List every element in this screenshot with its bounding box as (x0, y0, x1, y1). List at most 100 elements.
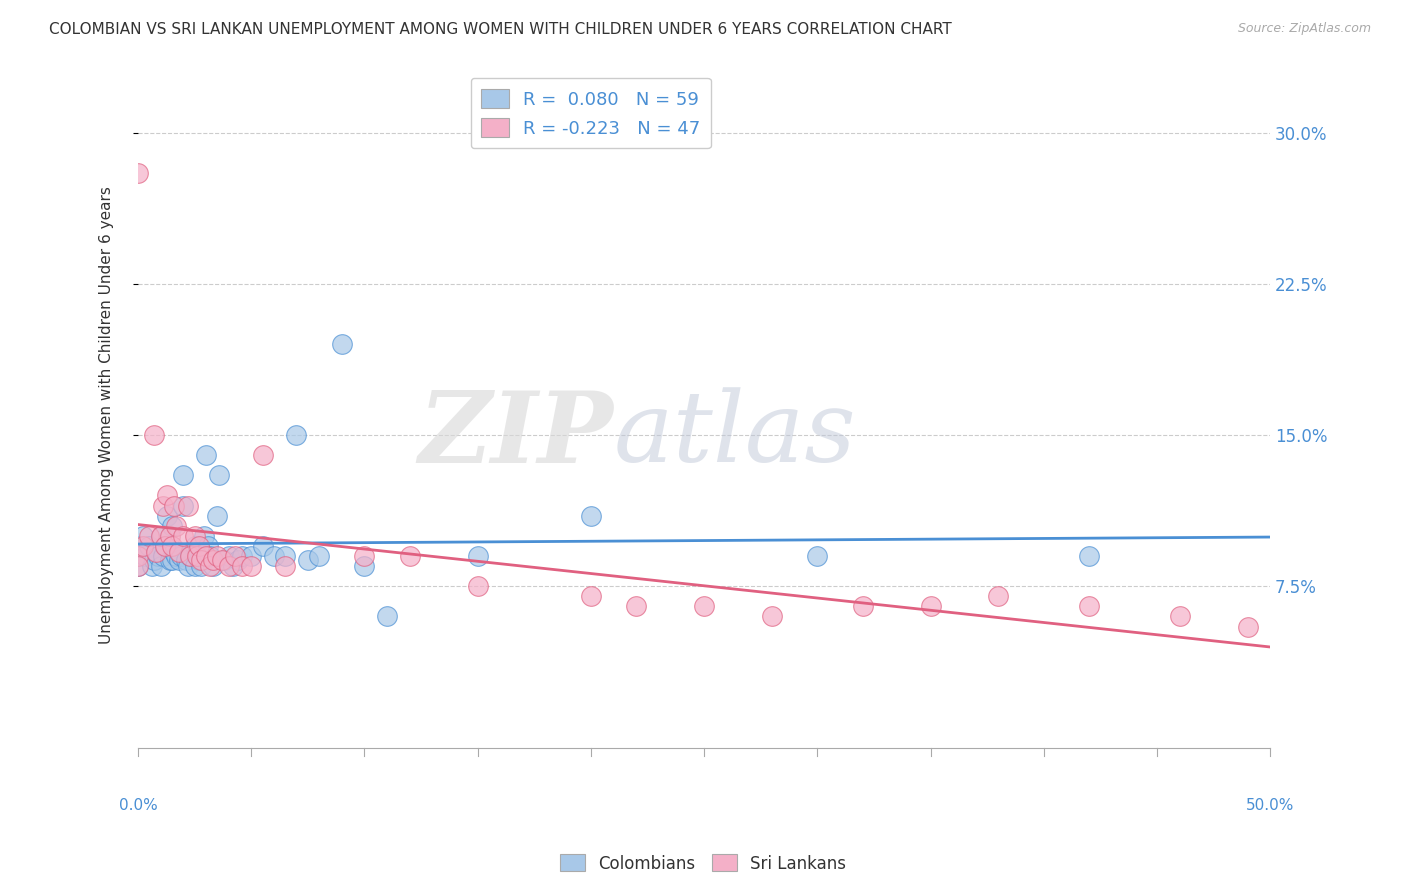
Text: atlas: atlas (613, 387, 856, 483)
Legend: R =  0.080   N = 59, R = -0.223   N = 47: R = 0.080 N = 59, R = -0.223 N = 47 (471, 78, 711, 148)
Point (1236, 619, 1258, 633)
Point (127, 549, 149, 563)
Point (145, 545, 167, 559)
Point (200, 549, 222, 563)
Text: Source: ZipAtlas.com: Source: ZipAtlas.com (1237, 22, 1371, 36)
Point (160, 539, 183, 553)
Point (194, 549, 217, 563)
Point (624, 599, 647, 614)
Point (920, 599, 942, 614)
Point (231, 559, 253, 574)
Point (127, 559, 149, 574)
Point (193, 529, 215, 543)
Point (156, 488, 179, 502)
Point (177, 499, 200, 513)
Point (274, 559, 297, 574)
Point (131, 529, 153, 543)
Point (207, 508, 229, 523)
Point (153, 539, 176, 553)
Point (218, 549, 240, 563)
Point (467, 579, 489, 593)
Point (226, 553, 249, 567)
Point (159, 553, 181, 567)
Point (579, 590, 602, 604)
Point (166, 518, 188, 533)
Point (127, 539, 149, 553)
Point (138, 529, 160, 543)
Point (131, 539, 153, 553)
Point (240, 549, 263, 563)
Point (160, 518, 183, 533)
Text: ZIP: ZIP (419, 386, 613, 483)
Point (149, 529, 172, 543)
Legend: Colombians, Sri Lankans: Colombians, Sri Lankans (553, 847, 853, 880)
Point (274, 549, 297, 563)
Point (231, 549, 253, 563)
Point (761, 609, 783, 624)
Point (693, 599, 716, 614)
Point (172, 499, 194, 513)
Point (152, 549, 174, 563)
Point (207, 549, 229, 563)
Point (153, 539, 176, 553)
Point (179, 549, 201, 563)
Point (142, 553, 165, 567)
Text: COLOMBIAN VS SRI LANKAN UNEMPLOYMENT AMONG WOMEN WITH CHILDREN UNDER 6 YEARS COR: COLOMBIAN VS SRI LANKAN UNEMPLOYMENT AMO… (49, 22, 952, 37)
Point (183, 539, 205, 553)
Point (179, 549, 201, 563)
Point (188, 539, 211, 553)
Point (211, 553, 233, 567)
Point (297, 553, 319, 567)
Point (212, 553, 235, 567)
Point (127, 166, 149, 180)
Point (806, 549, 828, 563)
Point (149, 559, 172, 574)
Point (200, 559, 222, 574)
Point (177, 559, 200, 574)
Point (149, 529, 172, 543)
Point (263, 549, 285, 563)
Point (156, 508, 179, 523)
Point (224, 549, 246, 563)
Point (145, 545, 167, 559)
Point (1168, 609, 1191, 624)
Point (159, 529, 181, 543)
Point (138, 539, 160, 553)
Point (330, 337, 353, 351)
Point (852, 599, 875, 614)
Point (375, 609, 398, 624)
Point (579, 508, 602, 523)
Point (194, 448, 217, 462)
Point (201, 559, 224, 574)
Point (166, 549, 188, 563)
Point (1078, 549, 1101, 563)
Point (186, 545, 208, 559)
Point (285, 428, 308, 442)
Point (163, 499, 186, 513)
Point (186, 549, 208, 563)
Point (252, 448, 274, 462)
Point (188, 553, 211, 567)
Point (142, 428, 165, 442)
Point (172, 468, 194, 483)
Point (194, 549, 217, 563)
Point (174, 553, 197, 567)
Point (308, 549, 330, 563)
Point (183, 529, 205, 543)
Point (170, 549, 193, 563)
Point (167, 545, 190, 559)
Point (222, 559, 245, 574)
Point (127, 549, 149, 563)
Point (141, 559, 163, 574)
Point (190, 559, 212, 574)
Point (353, 549, 375, 563)
Point (987, 590, 1010, 604)
Point (183, 559, 205, 574)
Point (197, 539, 219, 553)
Point (134, 549, 156, 563)
Point (398, 549, 420, 563)
Y-axis label: Unemployment Among Women with Children Under 6 years: Unemployment Among Women with Children U… (100, 186, 114, 644)
Point (467, 549, 489, 563)
Point (148, 549, 170, 563)
Point (240, 559, 263, 574)
